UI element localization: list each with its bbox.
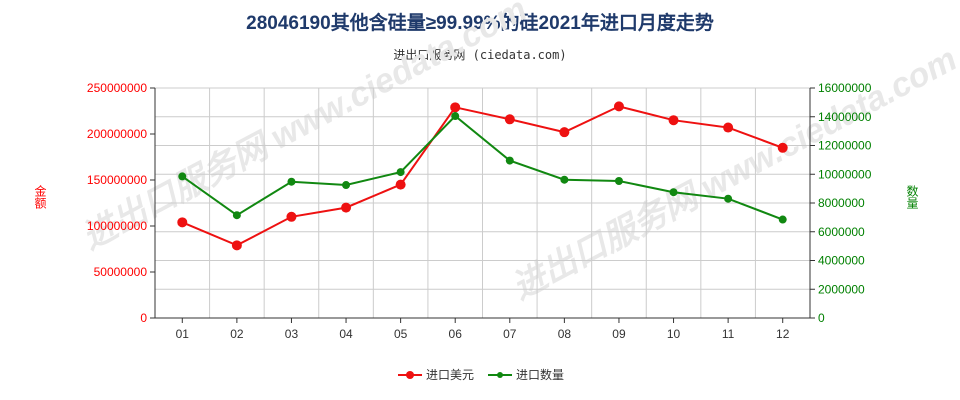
data-point-usd <box>450 102 461 113</box>
data-point-qty <box>178 172 187 181</box>
x-tick-label: 01 <box>176 327 190 341</box>
x-tick-label: 03 <box>285 327 299 341</box>
data-point-usd <box>504 114 515 125</box>
y-right-tick-label: 2000000 <box>818 282 865 296</box>
data-point-qty <box>451 112 460 121</box>
watermark-text: 进出口服务网 www.ciedata.com <box>506 40 960 307</box>
x-tick-label: 07 <box>503 327 517 341</box>
legend-marker-usd <box>406 371 414 379</box>
chart-title: 28046190其他含硅量≥99.99%的硅2021年进口月度走势 <box>246 13 714 34</box>
data-point-usd <box>231 240 242 251</box>
y-left-tick-label: 0 <box>140 311 147 325</box>
y-axis-right-label: 数量 <box>905 185 919 209</box>
data-point-qty <box>560 175 569 184</box>
data-point-qty <box>669 188 678 197</box>
y-left-tick-label: 100000000 <box>87 219 147 233</box>
data-point-qty <box>778 215 787 224</box>
y-right-tick-label: 6000000 <box>818 225 865 239</box>
series-line-qty <box>181 114 784 221</box>
y-right-tick-label: 4000000 <box>818 254 865 268</box>
x-tick-label: 11 <box>722 327 735 341</box>
data-point-usd <box>286 211 297 222</box>
y-right-tick-label: 14000000 <box>818 110 872 124</box>
data-point-usd <box>559 127 570 138</box>
x-tick-label: 08 <box>558 327 572 341</box>
y-left-tick-label: 150000000 <box>87 173 147 187</box>
data-point-qty <box>614 177 623 186</box>
x-tick-label: 05 <box>394 327 408 341</box>
data-point-qty <box>342 181 351 190</box>
data-point-usd <box>395 179 406 190</box>
data-point-usd <box>777 142 788 153</box>
legend-label-usd: 进口美元 <box>426 368 474 382</box>
data-point-usd <box>341 202 352 213</box>
data-point-usd <box>613 101 624 112</box>
y-right-tick-label: 12000000 <box>818 139 872 153</box>
legend-label-qty: 进口数量 <box>516 367 564 382</box>
x-tick-label: 02 <box>230 327 244 341</box>
series-line-usd <box>181 105 784 247</box>
chart-subtitle: 进出口服务网 (ciedata.com) <box>393 48 567 62</box>
data-point-usd <box>177 217 188 228</box>
y-right-tick-label: 0 <box>818 311 825 325</box>
x-tick-label: 12 <box>776 327 790 341</box>
y-left-tick-label: 250000000 <box>87 81 147 95</box>
data-point-qty <box>232 211 241 220</box>
x-tick-label: 06 <box>449 327 463 341</box>
y-left-tick-label: 50000000 <box>94 265 148 279</box>
data-point-usd <box>668 115 679 126</box>
y-right-tick-label: 10000000 <box>818 167 872 181</box>
x-tick-label: 04 <box>339 327 353 341</box>
data-point-qty <box>724 194 733 203</box>
y-left-tick-label: 200000000 <box>87 127 147 141</box>
y-right-tick-label: 8000000 <box>818 196 865 210</box>
data-point-qty <box>396 168 405 177</box>
data-point-usd <box>723 122 734 133</box>
x-tick-label: 10 <box>667 327 681 341</box>
legend-marker-qty <box>497 372 503 378</box>
x-tick-label: 09 <box>612 327 626 341</box>
data-point-qty <box>287 177 296 186</box>
data-point-qty <box>505 156 514 165</box>
y-axis-left-label: 金额 <box>33 185 47 209</box>
y-right-tick-label: 16000000 <box>818 81 872 95</box>
